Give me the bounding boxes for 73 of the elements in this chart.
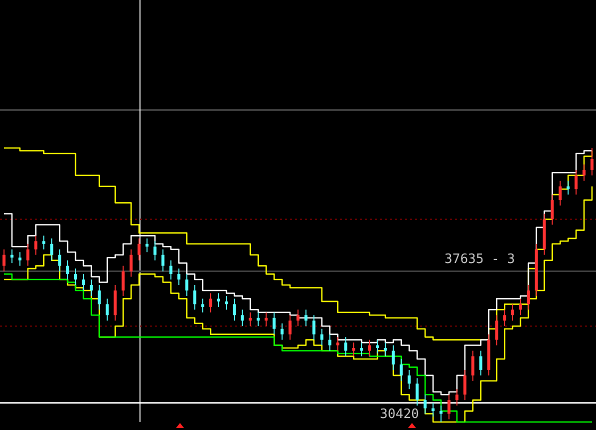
candlestick [296,309,300,327]
candlestick [18,252,22,266]
candlestick [518,298,522,316]
candlestick [463,369,466,401]
candlestick [240,309,244,327]
annotation: 37635 - 3 [444,252,515,267]
candlestick [264,312,268,327]
candlestick [185,274,188,296]
candlestick [193,284,196,310]
candlestick [66,260,70,280]
candlestick [272,312,276,335]
candlestick [98,284,101,310]
candlestick [440,405,443,422]
candlestick [130,248,133,278]
candlestick [526,284,530,310]
candlestick [320,328,324,346]
candlestick [384,342,387,357]
candlestick [416,378,419,406]
candlestick [82,274,85,291]
candlestick [574,169,578,196]
candlestick [392,344,395,370]
candlestick [312,314,316,340]
candlestick [590,148,594,176]
annotation: 30420 [380,407,420,422]
candlestick [280,322,284,340]
candlestick [34,235,38,256]
candlestick [90,279,93,296]
candlestick [558,180,562,206]
candlestick [471,350,474,382]
candlestick [511,304,514,322]
candlestick [400,358,403,382]
candlestick [42,235,46,250]
candlestick [336,336,340,352]
candlestick [161,248,164,272]
candlestick [288,314,292,340]
candlestick [248,312,252,327]
candlestick [169,260,172,280]
candlestick [304,309,308,327]
candlestick [566,180,570,196]
candlestick [2,248,6,272]
candlestick [479,350,482,376]
candlestick [376,339,379,354]
candlestick [232,298,236,322]
candlestick [495,314,498,346]
candlestick [201,298,204,313]
candlestick [122,265,125,296]
candlestick [50,238,54,261]
candlestick [209,292,212,313]
candlestick [217,292,220,308]
candlestick [146,238,149,253]
candlestick [106,298,109,322]
candlestick [10,248,14,264]
candlestick [74,268,78,286]
candlestick [352,342,356,357]
candlestick [455,388,458,406]
candlestick [408,369,411,390]
candlestick [224,295,228,310]
candlestick [26,243,30,266]
candlestick [328,334,332,352]
candlestick [447,394,450,420]
candlestick [256,312,260,327]
candlestick [582,164,586,182]
candlestick [424,394,427,414]
candlestick [138,238,141,261]
candlestick [344,336,348,357]
candlestick [177,268,180,286]
candlestick [360,342,364,357]
candlestick [368,339,372,357]
candlestick [432,402,435,418]
candlestick [153,240,156,261]
candlestick [58,248,62,272]
candlestick [503,309,506,327]
candlestick [550,194,554,226]
